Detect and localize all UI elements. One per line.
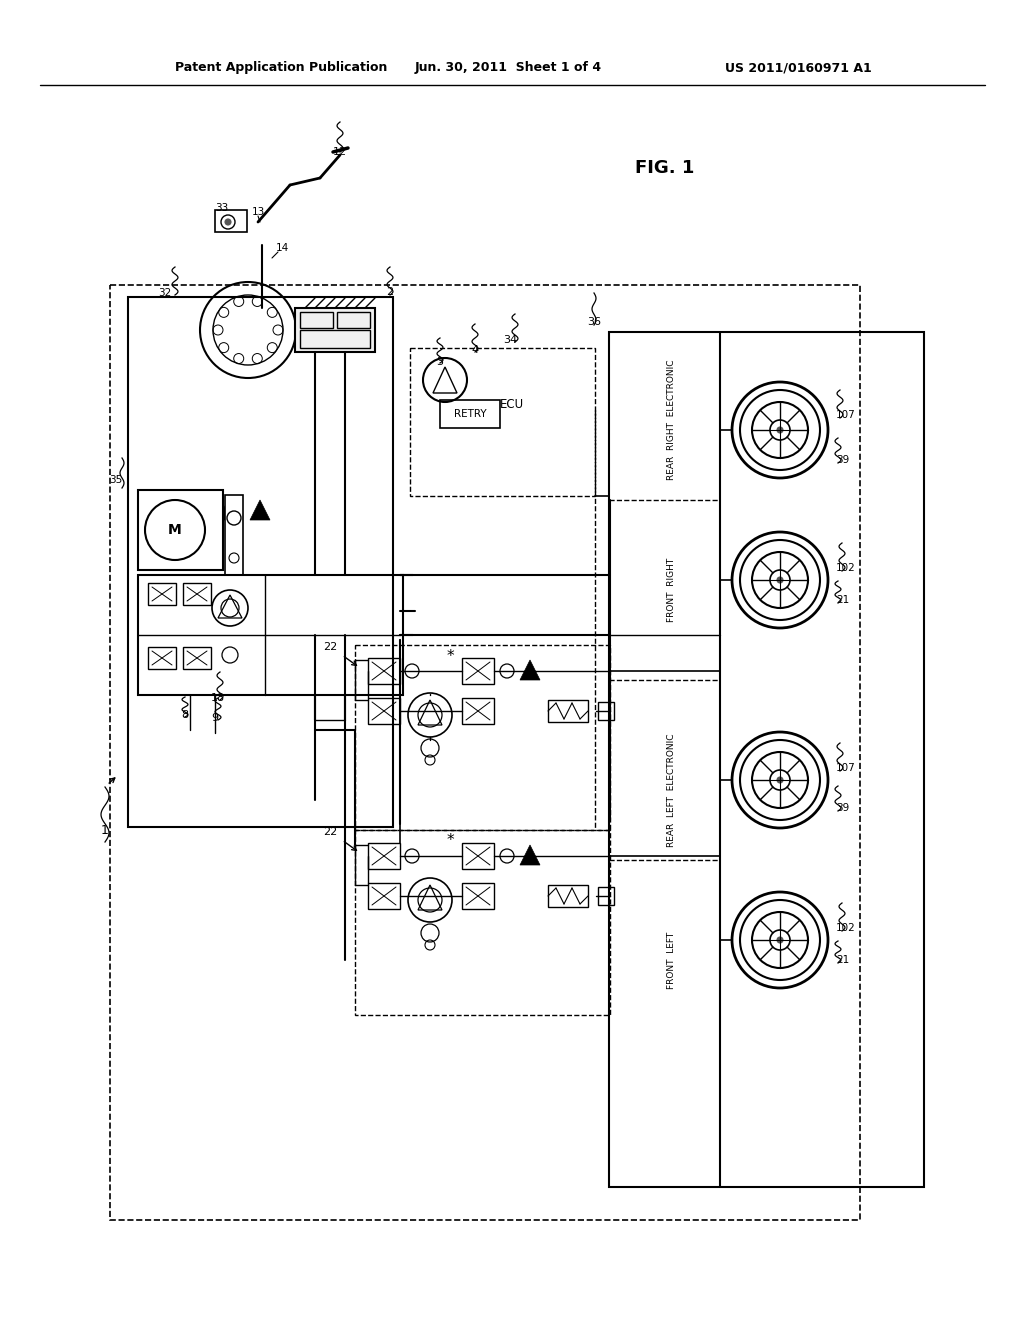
- Bar: [300, 330, 370, 348]
- Bar: [128, 297, 393, 828]
- Circle shape: [225, 219, 231, 224]
- Circle shape: [777, 426, 783, 433]
- Bar: [609, 333, 924, 1187]
- Circle shape: [740, 741, 820, 820]
- Text: M: M: [168, 523, 182, 537]
- Circle shape: [732, 381, 828, 478]
- Bar: [368, 698, 400, 723]
- Text: FRONT  RIGHT: FRONT RIGHT: [668, 558, 677, 622]
- Text: 102: 102: [836, 564, 856, 573]
- Text: 21: 21: [836, 954, 849, 965]
- Bar: [368, 657, 400, 684]
- Text: 1: 1: [101, 824, 109, 837]
- Text: FRONT  LEFT: FRONT LEFT: [668, 932, 677, 989]
- Text: 2: 2: [386, 286, 393, 297]
- Text: 39: 39: [836, 455, 849, 465]
- Text: REAR  LEFT  ELECTRONIC: REAR LEFT ELECTRONIC: [668, 733, 677, 846]
- Bar: [462, 698, 494, 723]
- Circle shape: [732, 733, 828, 828]
- Bar: [183, 647, 211, 669]
- Text: 13: 13: [251, 207, 264, 216]
- Polygon shape: [520, 660, 540, 680]
- Circle shape: [777, 937, 783, 942]
- Bar: [225, 495, 243, 576]
- Bar: [440, 400, 500, 428]
- Bar: [598, 702, 614, 719]
- Circle shape: [740, 389, 820, 470]
- Text: FIG. 1: FIG. 1: [635, 158, 694, 177]
- Bar: [548, 884, 588, 907]
- Text: 32: 32: [159, 288, 172, 298]
- Text: 36: 36: [587, 317, 601, 327]
- Circle shape: [740, 900, 820, 979]
- Text: 12: 12: [333, 147, 347, 157]
- Circle shape: [752, 752, 808, 808]
- Text: 34: 34: [503, 335, 517, 345]
- Text: Patent Application Publication: Patent Application Publication: [175, 62, 387, 74]
- Bar: [410, 348, 595, 496]
- Bar: [138, 576, 403, 696]
- Bar: [110, 285, 860, 1220]
- Polygon shape: [218, 500, 238, 520]
- Bar: [548, 700, 588, 722]
- Bar: [295, 308, 375, 352]
- Text: 3: 3: [436, 356, 443, 367]
- Text: US 2011/0160971 A1: US 2011/0160971 A1: [725, 62, 871, 74]
- Circle shape: [770, 770, 790, 789]
- Polygon shape: [250, 500, 270, 520]
- Text: 35: 35: [110, 475, 123, 484]
- Text: 14: 14: [275, 243, 289, 253]
- Text: 33: 33: [215, 203, 228, 213]
- Bar: [183, 583, 211, 605]
- Circle shape: [740, 540, 820, 620]
- Bar: [355, 645, 610, 830]
- Text: 22: 22: [323, 642, 337, 652]
- Circle shape: [752, 403, 808, 458]
- Bar: [215, 210, 247, 232]
- Bar: [300, 312, 333, 327]
- Text: 22: 22: [323, 828, 337, 837]
- Circle shape: [732, 532, 828, 628]
- Circle shape: [732, 892, 828, 987]
- Text: 21: 21: [836, 595, 849, 605]
- Circle shape: [752, 912, 808, 968]
- Bar: [462, 843, 494, 869]
- Text: 8: 8: [181, 710, 188, 719]
- Circle shape: [770, 420, 790, 440]
- Bar: [148, 583, 176, 605]
- Circle shape: [777, 577, 783, 583]
- Text: REAR  RIGHT  ELECTRONIC: REAR RIGHT ELECTRONIC: [668, 360, 677, 480]
- Bar: [368, 843, 400, 869]
- Bar: [337, 312, 370, 327]
- Text: 39: 39: [836, 803, 849, 813]
- Text: 9: 9: [211, 713, 218, 723]
- Bar: [462, 883, 494, 909]
- Text: 4: 4: [471, 345, 478, 355]
- Polygon shape: [520, 845, 540, 865]
- Bar: [598, 887, 614, 906]
- Text: Jun. 30, 2011  Sheet 1 of 4: Jun. 30, 2011 Sheet 1 of 4: [415, 62, 602, 74]
- Bar: [368, 883, 400, 909]
- Circle shape: [752, 552, 808, 609]
- Text: RETRY: RETRY: [454, 409, 486, 418]
- Circle shape: [770, 931, 790, 950]
- Bar: [148, 647, 176, 669]
- Text: *: *: [446, 648, 454, 664]
- Circle shape: [770, 570, 790, 590]
- Text: *: *: [446, 833, 454, 849]
- Text: 18: 18: [211, 693, 225, 704]
- Text: 102: 102: [836, 923, 856, 933]
- Text: 107: 107: [836, 763, 856, 774]
- Bar: [138, 490, 223, 570]
- Circle shape: [777, 777, 783, 783]
- Bar: [355, 830, 610, 1015]
- Text: 107: 107: [836, 411, 856, 420]
- Text: ECU: ECU: [500, 399, 524, 412]
- Bar: [462, 657, 494, 684]
